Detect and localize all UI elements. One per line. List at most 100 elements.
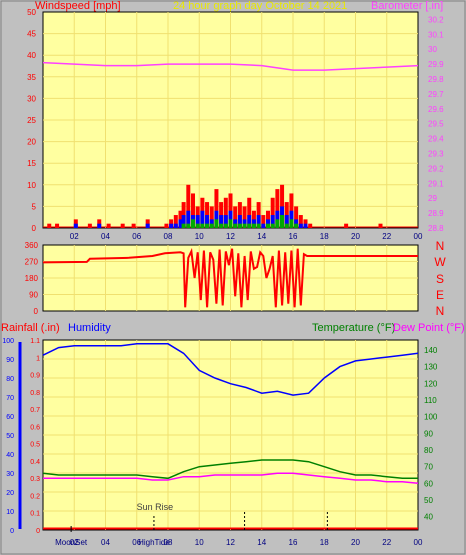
temperature-label: Temperature (°F) — [312, 322, 395, 334]
humidity-tick-label: 0 — [10, 528, 14, 535]
temperature-tick-label: 110 — [424, 396, 437, 405]
wind-bar — [247, 197, 252, 228]
humidity-tick-label: 20 — [6, 490, 14, 497]
moonset-label: MoonSet — [55, 538, 88, 547]
humidity-tick-label: 80 — [6, 376, 14, 383]
temperature-tick-label: 40 — [424, 513, 433, 522]
barometer-tick-label: 29.9 — [428, 60, 444, 69]
wind-bar-green — [191, 219, 195, 228]
hour-tick-label: 06 — [132, 232, 141, 241]
wind-bar-blue — [200, 210, 205, 228]
temperature-tick-label: 70 — [424, 463, 433, 472]
wind-bars — [43, 184, 418, 228]
event-markers — [70, 512, 328, 532]
wind-bar-blue — [178, 219, 183, 228]
barometer-tick-label: 29.6 — [428, 105, 444, 114]
hightide-label: HighTide — [138, 538, 170, 547]
hour-tick-label: 02 — [70, 538, 79, 547]
humidity-tick-label: 30 — [6, 471, 14, 478]
wind-tick-label: 50 — [27, 8, 36, 17]
wind-bar — [55, 223, 60, 228]
direction-tick-label: 180 — [25, 274, 39, 283]
humidity-tick-label: 60 — [6, 414, 14, 421]
direction-tick-label: 360 — [25, 241, 39, 250]
wind-bar-blue — [261, 223, 266, 228]
wind-bar-blue — [145, 223, 150, 228]
direction-tick-label: 270 — [25, 258, 39, 267]
rain-tick-label: 0.8 — [30, 390, 40, 397]
barometer-label: Barometer [.in] — [371, 0, 443, 12]
hour-tick-label: 18 — [320, 232, 329, 241]
hour-tick-label: 10 — [195, 232, 204, 241]
hour-tick-label: 20 — [351, 232, 360, 241]
wind-bar-green — [200, 223, 205, 228]
wind-bar-green — [181, 223, 186, 228]
wind-bar — [131, 223, 136, 228]
wind-bar — [294, 206, 299, 228]
wind-bar-green — [256, 223, 261, 228]
wind-bar — [191, 193, 195, 228]
barometer-tick-label: 29.8 — [428, 75, 444, 84]
wind-bar-blue — [173, 223, 178, 228]
rain-tick-label: 1.1 — [30, 338, 40, 345]
dewpoint-label: Dew Point (°F) — [393, 322, 465, 334]
wind-tick-label: 10 — [27, 181, 36, 190]
hour-tick-label: 08 — [164, 538, 173, 547]
hour-tick-label: 22 — [382, 232, 391, 241]
wind-bar-green — [237, 223, 242, 228]
wind-bar — [47, 223, 52, 228]
wind-bar-blue — [270, 215, 275, 228]
hour-tick-label: 00 — [414, 538, 423, 547]
hour-tick-label: 14 — [257, 538, 266, 547]
wind-bar-green — [228, 219, 233, 228]
direction-tick-label: 90 — [29, 291, 38, 300]
wind-bar — [209, 206, 214, 228]
wind-bar-blue — [195, 215, 200, 228]
barometer-tick-label: 29.7 — [428, 90, 444, 99]
temperature-tick-label: 50 — [424, 496, 433, 505]
hour-tick-label: 06 — [132, 538, 141, 547]
temperature-tick-label: 90 — [424, 429, 433, 438]
rain-tick-label: 0.4 — [30, 459, 40, 466]
barometer-tick-label: 29.5 — [428, 120, 444, 129]
wind-tick-label: 5 — [32, 202, 37, 211]
wind-tick-label: 20 — [27, 138, 36, 147]
hour-tick-label: 22 — [382, 538, 391, 547]
wind-bar-green — [205, 223, 210, 228]
rain-tick-label: 0.3 — [30, 476, 40, 483]
wind-direction-line — [42, 247, 418, 308]
wind-bar-green — [223, 223, 228, 228]
wind-bar-green — [270, 223, 275, 228]
windspeed-label: Windspeed [mph] — [35, 0, 121, 12]
hour-tick-label: 04 — [101, 232, 110, 241]
wind-bar-green — [284, 223, 289, 228]
wind-bar — [223, 197, 228, 228]
barometer-tick-label: 30 — [428, 45, 437, 54]
wind-bar-green — [186, 223, 191, 228]
barometer-line — [42, 61, 419, 71]
wind-bar-green — [266, 223, 270, 228]
rain-tick-label: 0.6 — [30, 424, 40, 431]
wind-bar-blue — [205, 215, 210, 228]
wind-bar — [120, 223, 125, 228]
barometer-tick-label: 29.1 — [428, 179, 444, 188]
rainfall-label: Rainfall (.in) — [1, 322, 60, 334]
wind-bar — [344, 223, 349, 228]
barometer-tick-label: 29.4 — [428, 135, 444, 144]
hour-tick-label: 00 — [414, 232, 423, 241]
dewpoint-line — [43, 472, 419, 485]
compass-north-bottom: N — [436, 304, 445, 318]
humidity-tick-label: 50 — [6, 433, 14, 440]
hour-tick-label: 16 — [289, 232, 298, 241]
hour-tick-label: 16 — [289, 538, 298, 547]
compass-west: W — [434, 255, 446, 269]
temperature-tick-label: 140 — [424, 346, 438, 355]
wind-bar-green — [294, 223, 299, 228]
hour-tick-label: 04 — [101, 538, 110, 547]
compass-east: E — [436, 288, 444, 302]
hour-tick-label: 18 — [320, 538, 329, 547]
barometer-tick-label: 28.9 — [428, 209, 444, 218]
wind-bar-blue — [181, 215, 186, 228]
wind-bar-blue — [169, 223, 174, 228]
wind-bar-blue — [256, 215, 261, 228]
